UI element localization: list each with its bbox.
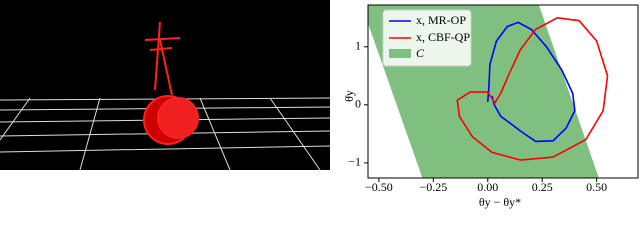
legend-label: C (416, 46, 425, 60)
x-tick-label: −0.25 (419, 180, 447, 194)
y-tick-label: −1 (348, 155, 361, 169)
legend-label: x, CBF-QP (416, 30, 470, 44)
legend-swatch (389, 49, 411, 58)
robot (143, 21, 199, 145)
series-line (456, 16, 609, 161)
x-tick-label: 0.25 (532, 180, 553, 194)
x-axis-label: θy − θy* (479, 195, 521, 209)
x-tick-label: 0.00 (477, 180, 498, 194)
y-tick-label: 0 (355, 97, 361, 111)
y-tick-label: 1 (355, 39, 361, 53)
x-tick-label: 0.50 (586, 180, 607, 194)
legend-label: x, MR-OP (416, 13, 466, 27)
x-tick-label: −0.50 (365, 180, 393, 194)
y-axis-label: θ̇y (342, 90, 356, 102)
figure: θy − θy* θ̇y −0.50 −0.25 0.00 0.25 0.50 −1 0 1 x… (0, 0, 639, 209)
robot-render (0, 0, 331, 171)
series-line (486, 21, 576, 143)
plot-frame (367, 4, 639, 179)
